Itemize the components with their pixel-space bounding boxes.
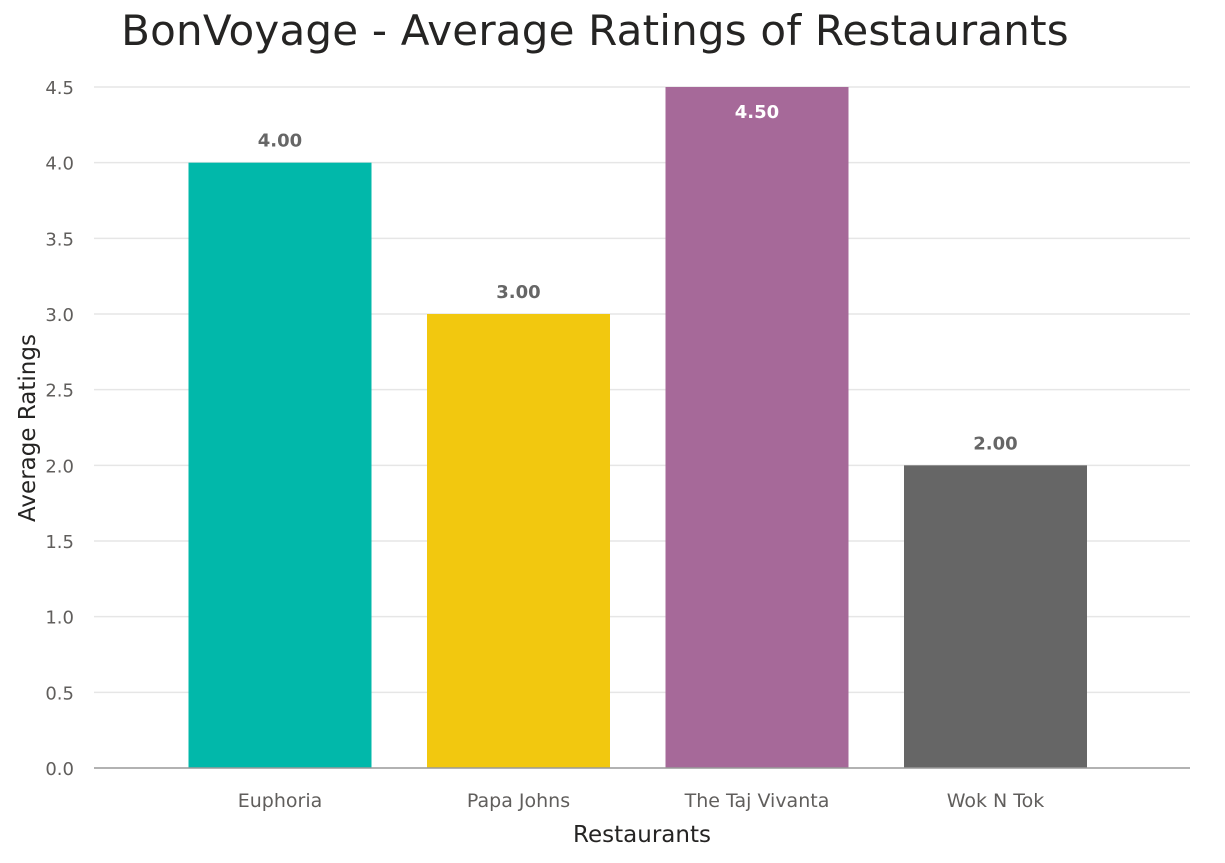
- data-label: 2.00: [973, 433, 1017, 454]
- y-tick-label: 3.0: [45, 305, 74, 326]
- y-tick-label: 1.0: [45, 608, 74, 629]
- data-labels: 4.00 3.00 4.50 2.00: [258, 102, 1018, 454]
- bar-euphoria[interactable]: [188, 162, 372, 768]
- x-category-label: Papa Johns: [467, 790, 570, 812]
- y-tick-label: 4.0: [45, 154, 74, 175]
- y-tick-label: 3.5: [45, 229, 74, 250]
- data-label: 3.00: [496, 282, 540, 303]
- y-tick-label: 1.5: [45, 532, 74, 553]
- x-category-label: Wok N Tok: [947, 790, 1045, 812]
- y-tick-label: 2.0: [45, 456, 74, 477]
- y-axis-title: Average Ratings: [15, 334, 41, 522]
- bars: [188, 87, 1087, 768]
- x-axis-title: Restaurants: [573, 822, 711, 848]
- bar-the-taj-vivanta[interactable]: [665, 87, 849, 768]
- y-tick-label: 0.0: [45, 759, 74, 780]
- x-category-label: Euphoria: [238, 790, 323, 812]
- y-tick-label: 0.5: [45, 683, 74, 704]
- x-axis-categories: Euphoria Papa Johns The Taj Vivanta Wok N T…: [238, 790, 1045, 812]
- x-category-label: The Taj Vivanta: [684, 790, 830, 812]
- y-tick-label: 2.5: [45, 381, 74, 402]
- y-tick-label: 4.5: [45, 78, 74, 99]
- bar-wok-n-tok[interactable]: [904, 465, 1087, 768]
- data-label: 4.50: [735, 102, 779, 123]
- y-axis-ticks: 0.0 0.5 1.0 1.5 2.0 2.5 3.0 3.5 4.0 4.5: [45, 78, 74, 780]
- chart-title: BonVoyage - Average Ratings of Restauran…: [121, 6, 1069, 55]
- bar-papa-johns[interactable]: [427, 314, 610, 768]
- data-label: 4.00: [258, 131, 302, 152]
